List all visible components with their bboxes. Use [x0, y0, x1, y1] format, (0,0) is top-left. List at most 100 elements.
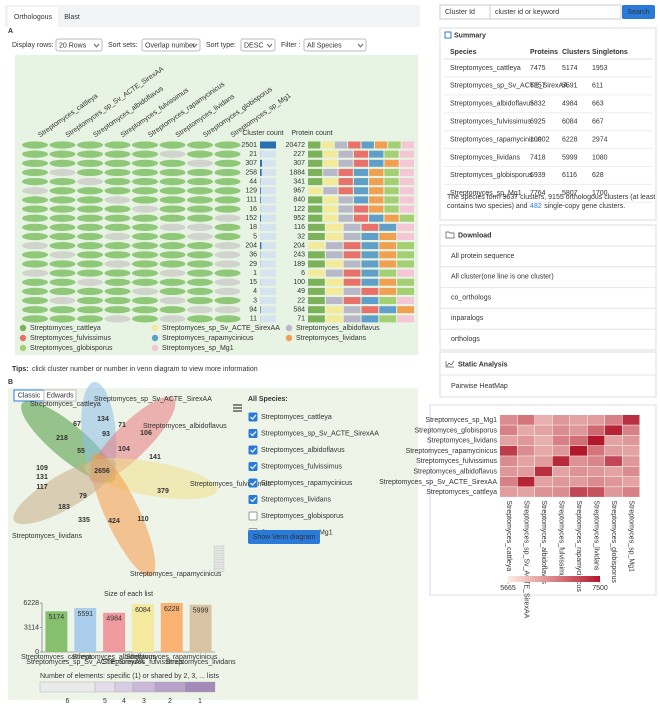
table-cell[interactable]: 1953: [592, 65, 608, 72]
cluster-count[interactable]: 16: [249, 206, 257, 213]
species-option[interactable]: Streptomyces_cattleya: [261, 414, 332, 421]
protein-segment: [343, 242, 361, 250]
venn-count[interactable]: 141: [149, 454, 161, 461]
venn-count[interactable]: 109: [36, 465, 48, 472]
species-option[interactable]: Streptomyces_albidoflavus: [261, 447, 345, 454]
checkbox[interactable]: [248, 412, 258, 422]
venn-count[interactable]: 67: [73, 421, 81, 428]
select-value[interactable]: DESC: [244, 42, 263, 49]
tab[interactable]: Blast: [64, 14, 80, 21]
download-link[interactable]: co_orthologs: [451, 294, 492, 301]
cluster-count[interactable]: 29: [249, 261, 257, 268]
venn-count[interactable]: 104: [118, 446, 130, 453]
select-value[interactable]: Overlap number: [145, 42, 196, 49]
download-link[interactable]: All protein sequence: [451, 253, 515, 260]
table-cell[interactable]: 667: [592, 119, 604, 126]
note-part[interactable]: 482: [530, 203, 542, 210]
tab[interactable]: Orthologous: [14, 14, 53, 21]
heatmap-row-label: Streptomyces_fulvissimus: [416, 458, 497, 465]
select[interactable]: [141, 38, 201, 52]
venn-count[interactable]: 71: [118, 422, 126, 429]
venn-count[interactable]: 183: [58, 504, 70, 511]
mode-label[interactable]: Edwards: [46, 392, 74, 399]
select-value[interactable]: 20 Rows: [59, 42, 87, 49]
cluster-count[interactable]: 15: [249, 279, 257, 286]
cluster-count[interactable]: 258: [245, 169, 257, 176]
species-option[interactable]: Streptomyces_rapamycinicus: [261, 480, 353, 487]
membership-cell: [187, 251, 213, 259]
cluster-count[interactable]: 94: [249, 307, 257, 314]
table-cell[interactable]: 1080: [592, 154, 608, 161]
table-cell[interactable]: 1700: [592, 190, 608, 197]
download-link[interactable]: orthologs: [451, 336, 480, 343]
heatmap-col-label: Streptomyces_cattleya: [505, 500, 512, 571]
select[interactable]: [303, 38, 367, 52]
table-cell[interactable]: 628: [592, 172, 604, 179]
venn-count[interactable]: 117: [36, 484, 47, 491]
cluster-count[interactable]: 5: [253, 233, 257, 240]
cluster-count[interactable]: 111: [246, 197, 257, 204]
venn-set-label: Streptomyces_fulvissimus: [190, 481, 271, 488]
venn-button[interactable]: [248, 530, 320, 544]
venn-count[interactable]: 218: [56, 435, 68, 442]
table-cell[interactable]: 663: [592, 101, 604, 108]
heatmap-cell: [552, 476, 570, 487]
venn-count[interactable]: 110: [137, 516, 148, 523]
search-button[interactable]: [622, 5, 655, 19]
select-value[interactable]: All Species: [307, 42, 342, 49]
search-placeholder[interactable]: cluster id or keyword: [495, 9, 559, 16]
venn-count[interactable]: 2656: [94, 468, 110, 475]
cluster-count[interactable]: 11: [250, 316, 257, 323]
cluster-count[interactable]: 36: [249, 252, 257, 259]
select[interactable]: [55, 38, 103, 52]
checkbox[interactable]: [248, 511, 258, 521]
cluster-count[interactable]: 152: [245, 215, 257, 222]
checkbox[interactable]: [248, 478, 258, 488]
cluster-count[interactable]: 307: [245, 160, 257, 167]
cluster-count[interactable]: 129: [245, 188, 257, 195]
venn-count[interactable]: 379: [157, 488, 169, 495]
cluster-count[interactable]: 4: [253, 288, 257, 295]
venn-count[interactable]: 424: [108, 518, 120, 525]
search-button-label[interactable]: Search: [627, 9, 649, 16]
checkbox[interactable]: [248, 462, 258, 471]
table-cell[interactable]: 611: [592, 83, 603, 90]
cluster-count[interactable]: 2501: [241, 142, 257, 149]
cluster-count[interactable]: 18: [249, 224, 257, 231]
membership-cell: [187, 150, 213, 158]
venn-button-label[interactable]: Show Venn diagram: [253, 534, 316, 541]
cluster-count[interactable]: 3: [253, 297, 257, 304]
species-option[interactable]: Streptomyces_fulvissimus: [261, 463, 342, 470]
cluster-count[interactable]: 44: [249, 178, 257, 185]
table-cell[interactable]: 2974: [592, 136, 608, 143]
species-option[interactable]: Streptomyces_sp_Sv_ACTE_SirexAA: [261, 430, 379, 437]
checkbox[interactable]: [248, 445, 258, 455]
cluster-count[interactable]: 21: [249, 151, 257, 158]
mode-button[interactable]: [43, 389, 77, 402]
bar: [160, 603, 183, 652]
venn-count[interactable]: 134: [97, 416, 109, 423]
cluster-count[interactable]: 1: [253, 270, 257, 277]
species-option[interactable]: Streptomyces_globisporus: [261, 513, 344, 520]
tab-active[interactable]: [8, 7, 58, 27]
venn-count[interactable]: 79: [79, 493, 87, 500]
heatmap-cell: [587, 476, 605, 487]
legend-label: Streptomyces_sp_Sv_ACTE_SirexAA: [162, 325, 280, 332]
download-link[interactable]: inparalogs: [451, 315, 484, 322]
venn-count[interactable]: 335: [78, 517, 90, 524]
analysis-link[interactable]: Pairwise HeatMap: [451, 383, 508, 390]
select[interactable]: [240, 38, 276, 52]
search-input[interactable]: [489, 4, 622, 20]
venn-count[interactable]: 131: [36, 474, 48, 481]
mode-label[interactable]: Classic: [18, 392, 41, 399]
heatmap-cell: [622, 456, 640, 466]
heatmap-cell: [552, 456, 570, 466]
venn-count[interactable]: 106: [140, 430, 152, 437]
venn-count[interactable]: 55: [77, 448, 85, 455]
venn-count[interactable]: 93: [102, 431, 110, 438]
download-link[interactable]: All cluster(one line is one cluster): [451, 274, 554, 281]
cluster-count[interactable]: 204: [245, 242, 257, 249]
checkbox[interactable]: [248, 429, 258, 438]
species-option[interactable]: Streptomyces_lividans: [261, 496, 332, 503]
checkbox[interactable]: [248, 495, 258, 504]
